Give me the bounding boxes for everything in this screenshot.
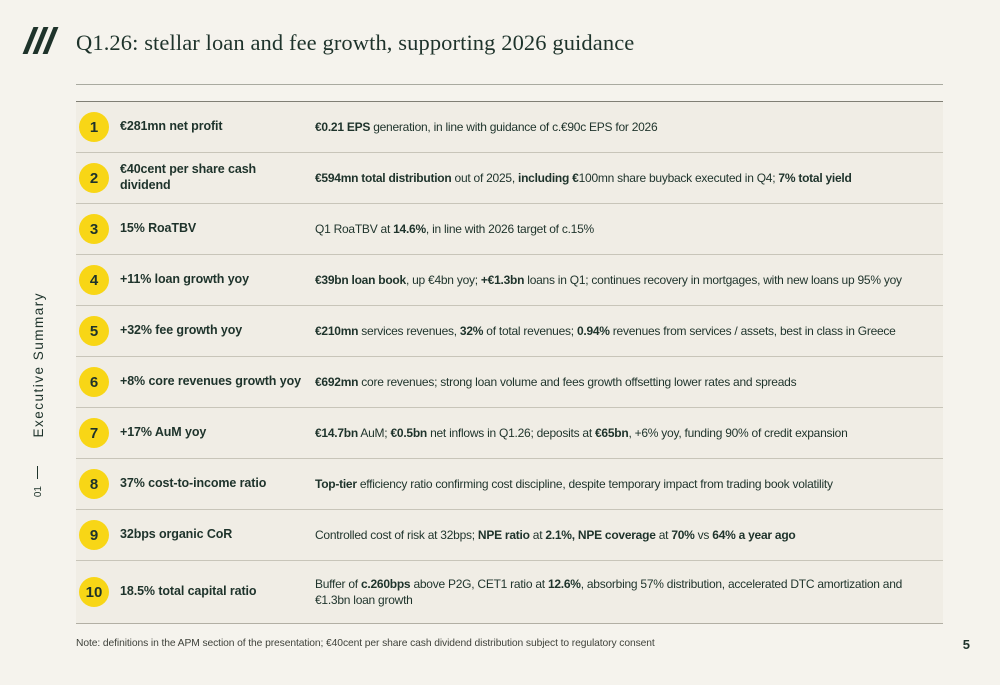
row-number: 8 xyxy=(89,475,99,493)
row-description: Top-tier efficiency ratio confirming cos… xyxy=(315,476,833,491)
row-label: 37% cost-to-income ratio xyxy=(120,476,267,491)
row-number-badge: 1 xyxy=(79,112,109,142)
row-number-badge: 3 xyxy=(79,214,109,244)
row-description: €210mn services revenues, 32% of total r… xyxy=(315,323,896,338)
table-row: 9 32bps organic CoR Controlled cost of r… xyxy=(76,510,943,561)
row-label: €281mn net profit xyxy=(120,119,223,134)
row-number: 7 xyxy=(89,424,99,442)
row-number-cell: 1 xyxy=(76,112,120,142)
row-description: €594mn total distribution out of 2025, i… xyxy=(315,170,852,185)
slide-title: Q1.26: stellar loan and fee growth, supp… xyxy=(76,30,635,55)
row-label: +17% AuM yoy xyxy=(120,425,207,440)
table-row: 10 18.5% total capital ratio Buffer of c… xyxy=(76,561,943,624)
table-row: 5 +32% fee growth yoy €210mn services re… xyxy=(76,306,943,357)
page-number: 5 xyxy=(962,637,970,652)
table-row: 4 +11% loan growth yoy €39bn loan book, … xyxy=(76,255,943,306)
table-row: 8 37% cost-to-income ratio Top-tier effi… xyxy=(76,459,943,510)
row-number-badge: 6 xyxy=(79,367,109,397)
row-number: 3 xyxy=(89,220,99,238)
row-number-badge: 2 xyxy=(79,163,109,193)
row-label: +32% fee growth yoy xyxy=(120,323,243,338)
row-number-cell: 7 xyxy=(76,418,120,448)
row-number: 2 xyxy=(89,169,99,187)
row-description: €14.7bn AuM; €0.5bn net inflows in Q1.26… xyxy=(315,425,848,440)
section-number: 01 xyxy=(33,486,44,498)
summary-table: 1 €281mn net profit €0.21 EPS generation… xyxy=(76,101,943,624)
title-divider xyxy=(76,84,943,85)
row-description: Buffer of c.260bps above P2G, CET1 ratio… xyxy=(315,576,903,607)
triple-slash-logo-icon xyxy=(22,27,59,54)
row-description: Q1 RoaTBV at 14.6%, in line with 2026 ta… xyxy=(315,221,594,236)
row-number-cell: 3 xyxy=(76,214,120,244)
row-number: 4 xyxy=(89,271,99,289)
row-number-cell: 6 xyxy=(76,367,120,397)
table-row: 6 +8% core revenues growth yoy €692mn co… xyxy=(76,357,943,408)
row-number-badge: 5 xyxy=(79,316,109,346)
row-number-badge: 7 xyxy=(79,418,109,448)
table-row: 7 +17% AuM yoy €14.7bn AuM; €0.5bn net i… xyxy=(76,408,943,459)
table-row: 2 €40cent per share cash dividend €594mn… xyxy=(76,153,943,204)
row-number: 9 xyxy=(89,526,99,544)
row-description: Controlled cost of risk at 32bps; NPE ra… xyxy=(315,527,796,542)
table-row: 3 15% RoaTBV Q1 RoaTBV at 14.6%, in line… xyxy=(76,204,943,255)
row-number-badge: 10 xyxy=(79,577,109,607)
row-label: 32bps organic CoR xyxy=(120,527,233,542)
row-label: €40cent per share cash dividend xyxy=(120,162,257,192)
row-number-cell: 5 xyxy=(76,316,120,346)
footnote: Note: definitions in the APM section of … xyxy=(76,638,655,649)
row-description: €692mn core revenues; strong loan volume… xyxy=(315,374,797,389)
section-label: Executive Summary xyxy=(31,292,46,438)
row-number: 5 xyxy=(89,322,99,340)
row-number-cell: 9 xyxy=(76,520,120,550)
row-description: €0.21 EPS generation, in line with guida… xyxy=(315,119,658,134)
row-number-badge: 8 xyxy=(79,469,109,499)
row-number: 1 xyxy=(89,118,99,136)
row-label: +8% core revenues growth yoy xyxy=(120,374,301,389)
table-row: 1 €281mn net profit €0.21 EPS generation… xyxy=(76,102,943,153)
row-label: 15% RoaTBV xyxy=(120,221,197,236)
section-divider xyxy=(37,466,38,479)
row-number-cell: 2 xyxy=(76,163,120,193)
row-label: 18.5% total capital ratio xyxy=(120,584,257,599)
row-number: 6 xyxy=(89,373,99,391)
row-number: 10 xyxy=(85,583,103,601)
row-label: +11% loan growth yoy xyxy=(120,272,249,287)
row-number-cell: 4 xyxy=(76,265,120,295)
row-number-badge: 4 xyxy=(79,265,109,295)
row-number-cell: 10 xyxy=(76,577,120,607)
row-number-badge: 9 xyxy=(79,520,109,550)
row-number-cell: 8 xyxy=(76,469,120,499)
row-description: €39bn loan book, up €4bn yoy; +€1.3bn lo… xyxy=(315,272,902,287)
